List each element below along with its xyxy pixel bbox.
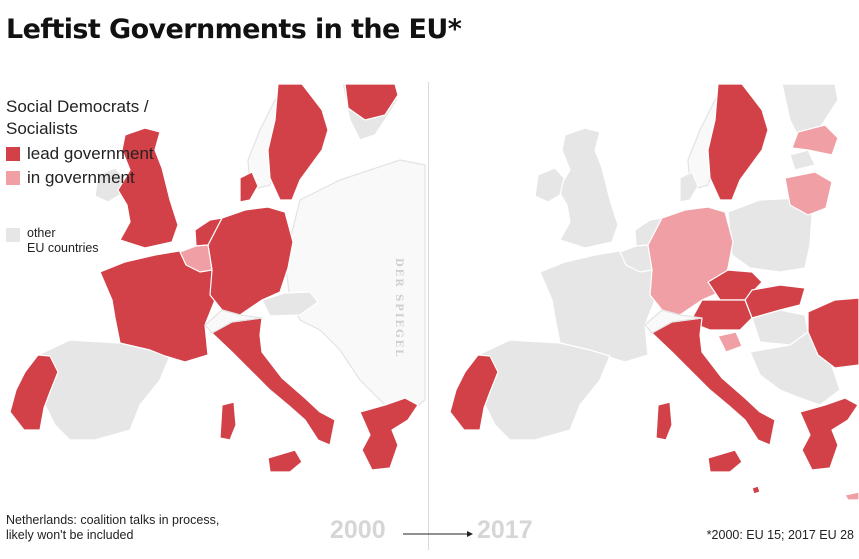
note-line2: likely won't be included [6,528,134,542]
map-2017-italy [651,317,776,446]
year-label-2017: 2017 [477,516,533,544]
map-2017-ireland [534,167,565,203]
map-2000-switzerland [204,309,263,334]
legend-swatch-other [6,228,20,242]
legend: Social Democrats / Socialists lead gover… [6,96,154,256]
map-2000-ireland [94,167,125,203]
map-2017-portugal [449,354,499,431]
spiegel-watermark: DER SPIEGEL [393,258,404,359]
legend-swatch-in [6,171,20,185]
europe-maps [9,83,859,501]
legend-label-lead: lead government [27,144,154,163]
map-2017-sardinia [655,401,673,441]
map-2017-spain [477,339,611,441]
arrow-icon [403,531,473,537]
map-2017-sweden [707,83,769,201]
map-2000-uk [117,127,179,249]
map-2017-poland [727,197,813,273]
map-2000-greece [359,397,419,471]
legend-heading-line1: Social Democrats / [6,97,149,116]
note-line1: Netherlands: coalition talks in process, [6,513,220,527]
legend-item-in: in government [6,168,154,188]
map-2017-estonia [789,149,816,171]
year-label-2000: 2000 [330,516,386,544]
footnote: *2000: EU 15; 2017 EU 28 [706,528,854,542]
map-2000 [9,83,426,473]
legend-label-in: in government [27,168,135,187]
map-2000-eastern-europe [284,159,426,421]
map-2000-netherlands [194,217,223,247]
map-2017-switzerland [644,309,703,334]
map-2000-portugal [9,354,59,431]
map-2000-finland-north [344,83,399,121]
map-2000-denmark [239,171,259,203]
map-2017-sicily [707,449,743,473]
map-2017-malta [751,485,761,495]
map-2000-sweden [267,83,329,201]
map-2017-cyprus [844,491,859,501]
map-2000-belgium [179,244,213,273]
map-2017-romania [807,297,859,369]
map-2000-germany [207,206,294,316]
map-2000-france [99,249,223,363]
map-divider [428,82,429,550]
map-2017-greece [799,397,859,471]
map-2000-sardinia [219,401,237,441]
chart-title: Leftist Governments in the EU* [6,14,462,45]
map-2000-italy [211,317,336,446]
legend-heading-line2: Socialists [6,119,78,138]
map-2017-latvia [791,124,839,156]
map-2017 [449,83,859,501]
map-2017-uk [557,127,619,249]
legend-swatch-lead [6,147,20,161]
map-2000-spain [37,339,171,441]
legend-item-lead: lead government [6,144,154,164]
map-2017-slovenia [717,331,743,353]
legend-item-other: other EU countries [6,226,154,256]
map-2017-france [539,249,663,363]
netherlands-note: Netherlands: coalition talks in process,… [6,513,219,543]
legend-label-other-line2: EU countries [27,241,99,255]
map-2000-austria [261,291,319,317]
map-2017-denmark [679,171,699,203]
legend-label-other-line1: other [27,226,56,240]
map-2017-lithuania [784,171,833,216]
map-2000-sicily [267,449,303,473]
